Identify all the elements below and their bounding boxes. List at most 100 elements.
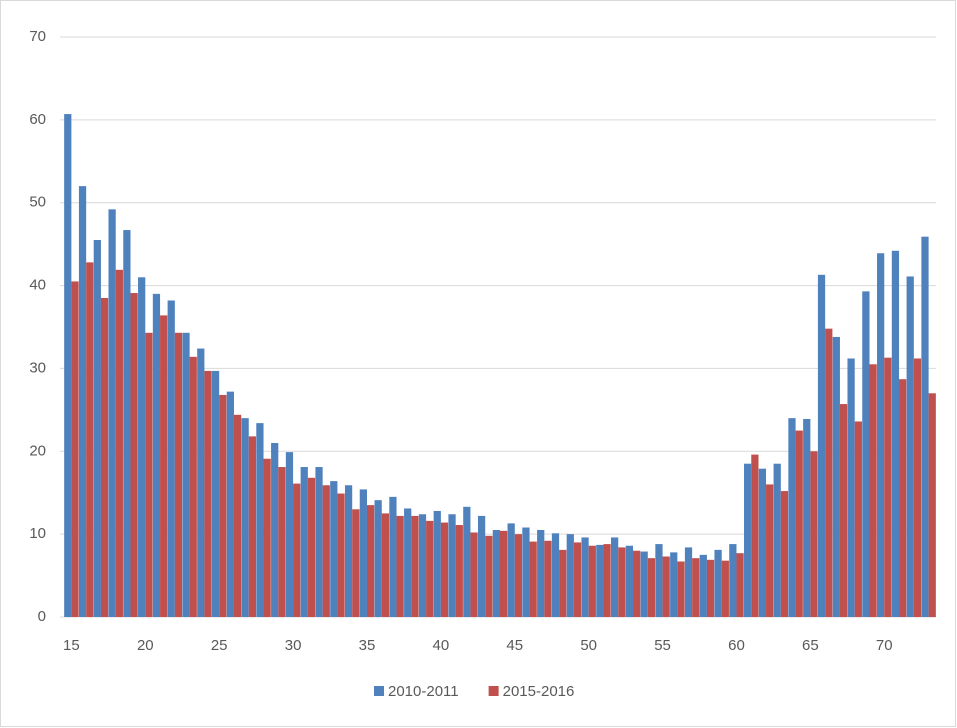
bar (123, 230, 131, 618)
bar (418, 514, 427, 617)
bar (699, 554, 707, 617)
bar (928, 393, 936, 617)
bar (152, 293, 161, 617)
bar (145, 332, 153, 617)
bar (913, 358, 922, 617)
bar (854, 421, 862, 617)
bar (130, 293, 138, 617)
bar (278, 467, 286, 617)
bar (684, 547, 693, 617)
bar (662, 556, 670, 617)
bar (300, 467, 308, 617)
bar (411, 515, 419, 617)
bar (211, 370, 220, 617)
bar (891, 250, 900, 617)
bar (396, 515, 404, 617)
bar (271, 443, 279, 617)
bar (839, 404, 848, 617)
bar (204, 370, 212, 617)
bar (500, 530, 508, 617)
bar (404, 508, 412, 617)
bar (189, 356, 197, 617)
bar (573, 542, 582, 617)
bar (514, 534, 523, 617)
bar (470, 532, 478, 617)
bar (226, 391, 234, 617)
bar (138, 277, 146, 617)
y-tick-label: 70 (29, 28, 46, 45)
bar (706, 559, 715, 617)
bar (115, 269, 123, 617)
bar (551, 533, 560, 617)
y-tick-label: 20 (29, 442, 46, 459)
x-tick-label: 25 (211, 637, 228, 654)
bar (610, 537, 619, 617)
bar (537, 530, 545, 617)
bar (618, 547, 626, 617)
bar (307, 477, 316, 617)
bar (71, 281, 79, 617)
bar (899, 379, 907, 617)
legend-label: 2015-2016 (503, 683, 575, 700)
bar (588, 545, 596, 617)
bar (544, 540, 552, 617)
bar (78, 186, 87, 617)
y-tick-label: 50 (29, 194, 46, 211)
bar (285, 452, 294, 617)
legend-label: 2010-2011 (388, 683, 459, 700)
bar (596, 544, 604, 617)
legend-swatch (488, 686, 499, 696)
bar (440, 522, 449, 617)
bar (174, 332, 183, 617)
x-tick-label: 30 (285, 637, 302, 654)
bar (86, 262, 94, 617)
bar (256, 423, 264, 617)
bar (197, 348, 205, 617)
bar (241, 418, 249, 617)
bar (492, 530, 500, 617)
bar (810, 451, 818, 617)
x-tick-label: 20 (137, 637, 154, 654)
bar (921, 236, 929, 617)
bar (344, 485, 353, 617)
bar (670, 552, 678, 617)
bar (633, 550, 641, 617)
bar (817, 274, 826, 617)
bar (352, 509, 360, 617)
bar (433, 510, 441, 617)
bar (566, 534, 574, 617)
y-tick-label: 10 (29, 525, 46, 542)
bar (795, 430, 803, 617)
bar (692, 558, 700, 617)
bar (64, 114, 72, 618)
bar (182, 332, 190, 617)
bar (559, 549, 567, 617)
bar (847, 358, 855, 617)
bar (389, 496, 397, 617)
bar (366, 505, 375, 617)
bar (758, 468, 767, 617)
bar (640, 551, 648, 617)
bar (426, 520, 434, 617)
bar (677, 561, 685, 617)
bar (463, 506, 471, 617)
bar (381, 513, 390, 617)
bar (330, 481, 338, 617)
bar (751, 454, 759, 617)
bar (625, 545, 634, 617)
bar (869, 364, 877, 617)
bar (655, 544, 663, 617)
y-tick-label: 0 (38, 608, 46, 625)
x-tick-label: 70 (876, 637, 893, 654)
bar (337, 493, 345, 617)
bar (100, 298, 109, 617)
x-tick-label: 15 (63, 637, 80, 654)
x-tick-label: 35 (359, 637, 376, 654)
y-tick-label: 30 (29, 359, 46, 376)
bar (862, 291, 870, 617)
bar (359, 489, 367, 617)
bar (714, 549, 722, 617)
bar (108, 209, 116, 618)
bar (906, 276, 914, 617)
